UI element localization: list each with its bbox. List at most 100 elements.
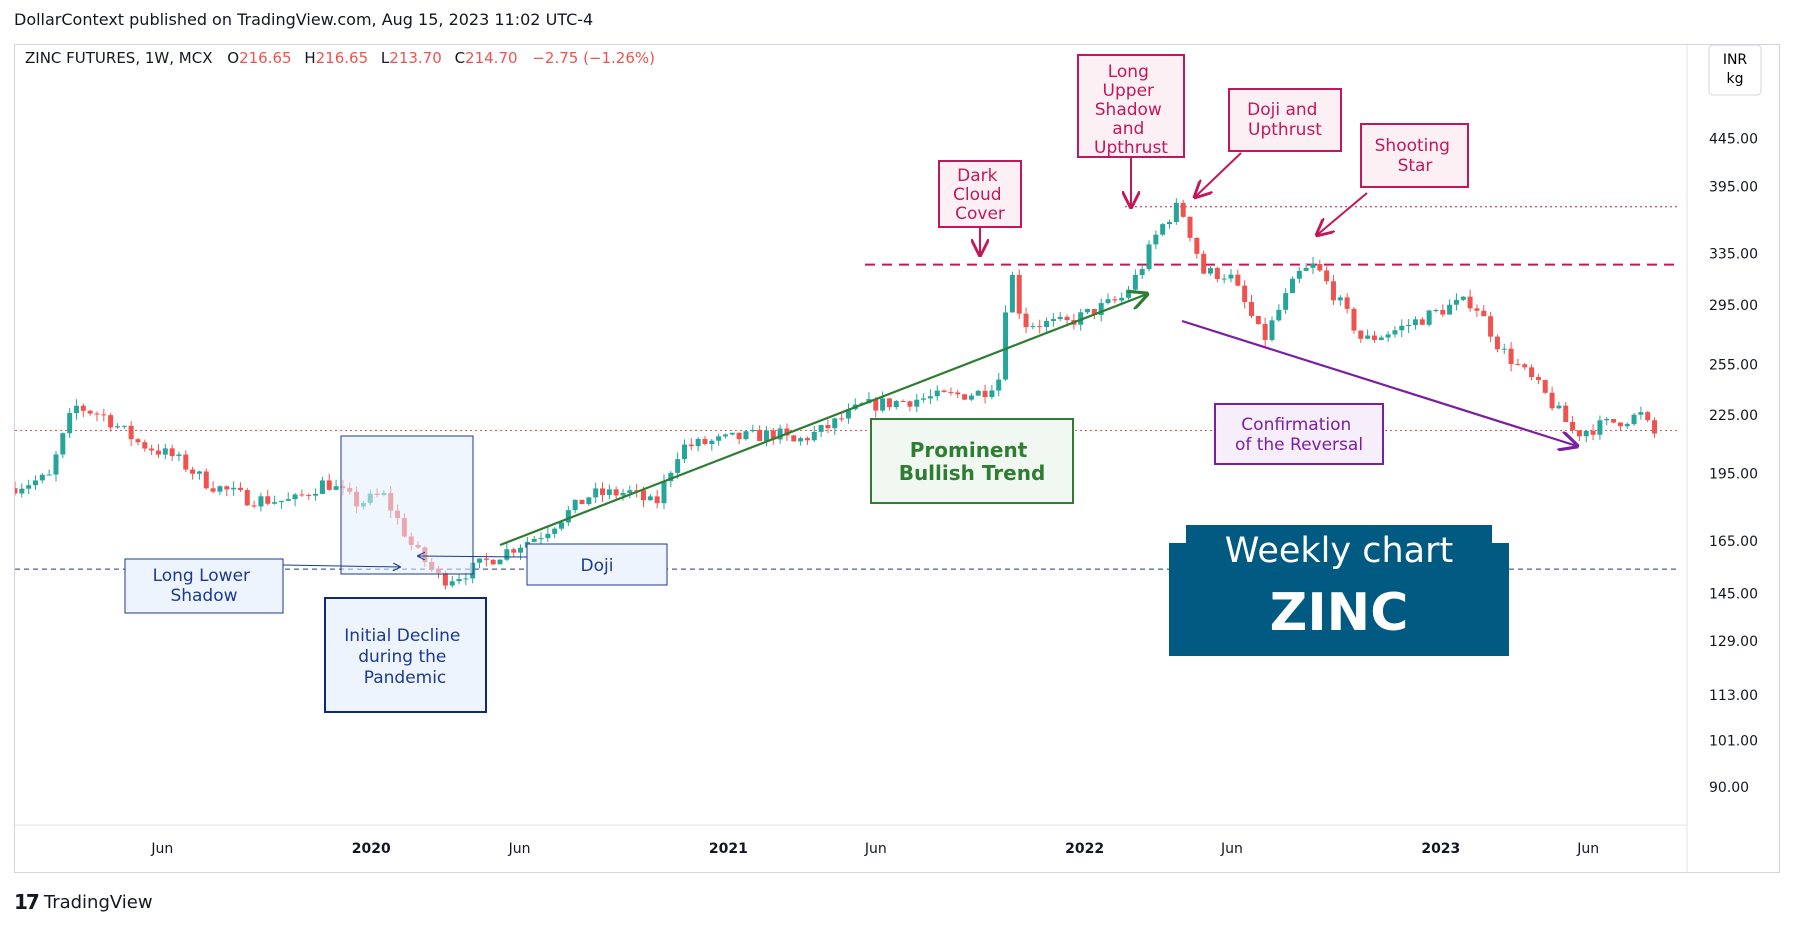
candle-body xyxy=(818,425,824,432)
doji-box xyxy=(526,543,668,586)
candle-body xyxy=(1009,274,1015,313)
candle-body xyxy=(483,558,489,560)
close-label: C xyxy=(455,49,465,67)
candle-body xyxy=(845,409,851,419)
currency-unit-button[interactable] xyxy=(1708,44,1762,96)
candle-body xyxy=(968,395,974,400)
candle-body xyxy=(46,474,52,476)
candle-body xyxy=(1023,313,1029,328)
price-tick-label: 113.00 xyxy=(1709,688,1758,704)
price-tick-label: 129.00 xyxy=(1709,634,1758,650)
candle-body xyxy=(1467,296,1473,309)
price-tick-label: 165.00 xyxy=(1709,534,1758,550)
candle-body xyxy=(559,522,565,529)
candle-body xyxy=(688,444,694,447)
candle-body xyxy=(1604,419,1610,421)
candle-body xyxy=(552,528,558,534)
candle-body xyxy=(900,401,906,403)
candle-body xyxy=(1132,274,1138,290)
chart-panel[interactable]: ZINC FUTURES, 1W, MCX O216.65 H216.65 L2… xyxy=(12,44,1780,873)
candle-body xyxy=(613,489,619,496)
candle-body xyxy=(1399,325,1405,331)
long-upper-shadow-line5: Upthrust xyxy=(1094,138,1168,158)
candle-body xyxy=(681,444,687,460)
long-upper-shadow-line2: Upper xyxy=(1103,81,1154,101)
time-tick-label: Jun xyxy=(1220,841,1243,857)
candle-body xyxy=(1289,278,1295,294)
candle-body xyxy=(1583,430,1589,437)
candle-body xyxy=(1112,299,1118,301)
candle-body xyxy=(1248,302,1254,317)
candle-body xyxy=(1337,297,1343,301)
candle-body xyxy=(1255,316,1261,325)
candle-body xyxy=(1187,216,1193,238)
candle-body xyxy=(1488,316,1494,337)
candle-body xyxy=(647,496,653,501)
open-value: 216.65 xyxy=(239,49,292,67)
candle-body xyxy=(1085,308,1091,313)
candle-body xyxy=(1406,325,1412,327)
candle-body xyxy=(1460,296,1466,300)
dark-cloud-cover-line2: Cloud xyxy=(953,185,1002,205)
candle-body xyxy=(155,450,161,455)
symbol-label: ZINC FUTURES, 1W, MCX xyxy=(25,49,212,67)
candle-body xyxy=(183,454,189,470)
candle-body xyxy=(114,426,120,428)
candle-body xyxy=(1652,420,1658,434)
candle-body xyxy=(880,398,886,411)
candle-body xyxy=(1617,422,1623,427)
candle-body xyxy=(1570,422,1576,431)
tradingview-footer[interactable]: 17 TradingView xyxy=(14,890,153,914)
candle-body xyxy=(196,471,202,474)
price-tick-label: 90.00 xyxy=(1709,780,1749,796)
time-tick-label: Jun xyxy=(150,841,173,857)
high-label: H xyxy=(304,49,315,67)
candle-body xyxy=(722,434,728,437)
candle-body xyxy=(19,488,25,494)
candle-body xyxy=(1126,289,1132,298)
chart-svg[interactable]: ZINC FUTURES, 1W, MCX O216.65 H216.65 L2… xyxy=(12,44,1779,872)
candle-body xyxy=(12,488,18,494)
candle-body xyxy=(1091,308,1097,315)
banner-background xyxy=(1169,525,1509,656)
candle-body xyxy=(1262,324,1268,340)
doji-upthrust-line2: Upthrust xyxy=(1248,120,1322,140)
candle-body xyxy=(53,454,59,475)
candle-body xyxy=(620,492,626,496)
long-upper-shadow-box xyxy=(1077,54,1185,158)
doji-upthrust-label: Doji and Upthrust xyxy=(1247,100,1323,140)
long-lower-shadow-label: Long Lower Shadow xyxy=(153,566,256,606)
candle-body xyxy=(210,488,216,492)
candle-body xyxy=(169,448,175,456)
candle-body xyxy=(1515,364,1521,366)
candle-body xyxy=(675,459,681,473)
candle-body xyxy=(101,414,107,416)
high-value: 216.65 xyxy=(316,49,369,67)
candle-body xyxy=(497,559,503,565)
candle-body xyxy=(1221,278,1227,280)
price-tick-label: 145.00 xyxy=(1709,587,1758,603)
price-tick-label: 255.00 xyxy=(1709,357,1758,373)
price-tick-label: 295.00 xyxy=(1709,298,1758,314)
candle-body xyxy=(32,480,38,486)
candle-body xyxy=(1358,330,1364,339)
candle-body xyxy=(1624,424,1630,427)
candle-body xyxy=(1283,293,1289,310)
candle-body xyxy=(770,430,776,440)
candle-body xyxy=(272,502,278,504)
candle-body xyxy=(1344,297,1350,309)
candle-body xyxy=(716,436,722,441)
candle-body xyxy=(477,558,483,563)
candle-body xyxy=(319,480,325,494)
candle-body xyxy=(1597,420,1603,435)
candle-body xyxy=(927,396,933,399)
doji-upthrust-box xyxy=(1228,88,1342,152)
change-value: −2.75 (−1.26%) xyxy=(532,49,655,67)
candle-body xyxy=(162,448,168,455)
candle-body xyxy=(579,499,585,505)
candle-body xyxy=(811,431,817,441)
candle-body xyxy=(709,440,715,445)
candle-body xyxy=(914,399,920,407)
time-tick-label: 2023 xyxy=(1421,841,1460,857)
long-upper-shadow-line4: and xyxy=(1112,119,1144,139)
